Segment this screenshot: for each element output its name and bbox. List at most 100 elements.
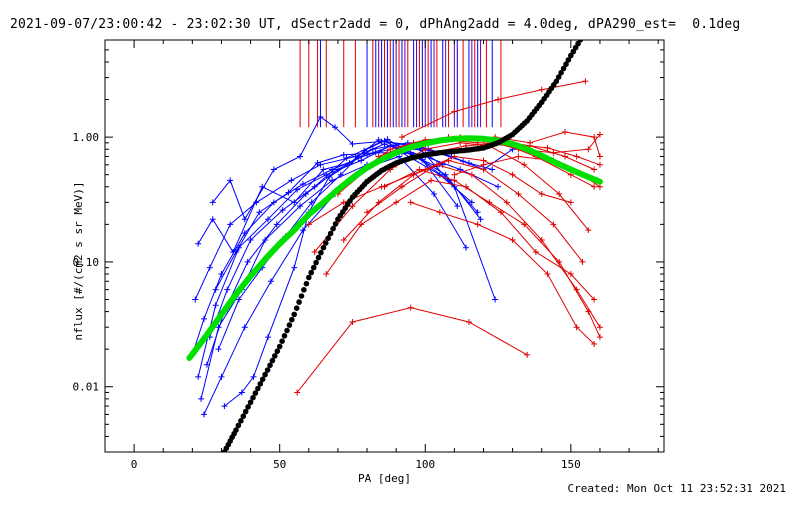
red-data-point (509, 236, 516, 243)
black-model-dot (330, 225, 336, 232)
blue-data-point (442, 171, 449, 178)
blue-data-point (192, 296, 199, 303)
black-model-dot (555, 74, 562, 80)
red-data-point (451, 171, 458, 178)
red-data-point (596, 153, 603, 160)
red-data-point (538, 236, 545, 243)
black-model-dot (320, 244, 327, 251)
black-model-dot (238, 418, 244, 424)
red-data-point (591, 134, 598, 141)
blue-data-point (468, 199, 475, 206)
red-data-point (358, 221, 365, 228)
blue-data-point (279, 207, 286, 214)
black-model-dot (553, 78, 560, 85)
red-data-point (451, 108, 458, 115)
blue-data-point (200, 411, 207, 418)
black-model-dot (289, 316, 295, 323)
blue-data-point (195, 373, 202, 380)
blue-data-point (241, 324, 248, 331)
blue-data-point (381, 138, 388, 145)
red-series-line (325, 179, 595, 300)
blue-data-point (454, 203, 461, 210)
black-model-dot (245, 404, 251, 410)
red-data-point (544, 144, 551, 151)
red-data-point (422, 146, 429, 153)
blue-data-point (195, 240, 202, 247)
red-data-point (451, 177, 458, 184)
red-data-point (364, 209, 371, 216)
red-data-point (556, 258, 563, 265)
red-data-point (445, 157, 452, 164)
black-model-dot (565, 57, 572, 63)
blue-data-point (267, 278, 274, 285)
blue-data-point (349, 141, 356, 148)
red-data-point (544, 271, 551, 278)
red-data-point (585, 227, 592, 234)
black-model-dot (250, 394, 256, 401)
red-data-point (416, 166, 423, 173)
x-axis-label: PA [deg] (358, 472, 411, 485)
red-data-point (521, 221, 528, 228)
blue-data-point (430, 191, 437, 198)
black-model-dot (240, 413, 247, 420)
blue-data-point (294, 186, 301, 193)
black-model-dot (247, 399, 254, 406)
red-series-line (384, 168, 601, 338)
blue-data-point (241, 216, 248, 223)
black-model-dot (279, 338, 285, 345)
red-data-point (550, 149, 557, 156)
red-data-point (582, 78, 589, 85)
blue-data-point (297, 203, 304, 210)
blue-data-point (463, 244, 470, 251)
blue-data-point (265, 334, 272, 341)
black-model-dot (323, 240, 329, 246)
red-data-point (585, 308, 592, 315)
blue-data-point (256, 209, 263, 216)
black-model-dot (332, 221, 339, 227)
red-data-point (527, 139, 534, 146)
black-model-dot (281, 333, 288, 339)
black-model-dot (252, 390, 259, 396)
blue-data-point (221, 403, 228, 410)
blue-data-point (212, 302, 219, 309)
red-data-point (567, 271, 574, 278)
blue-data-point (492, 296, 499, 303)
red-data-point (596, 131, 603, 138)
black-model-dot (284, 327, 290, 334)
black-model-dot (308, 269, 315, 276)
red-data-point (521, 161, 528, 168)
red-data-point (305, 221, 312, 228)
red-data-point (532, 249, 539, 256)
black-model-dot (303, 280, 310, 287)
y-tick-label: 1.00 (73, 131, 100, 144)
green-fit-curve (186, 135, 603, 361)
blue-data-point (215, 346, 222, 353)
blue-data-point (244, 258, 251, 265)
blue-data-point (477, 216, 484, 223)
blue-data-point (270, 166, 277, 173)
blue-series-line (215, 152, 481, 290)
blue-data-point (250, 373, 257, 380)
blue-data-point (355, 155, 362, 162)
blue-data-point (495, 183, 502, 190)
red-data-point (381, 183, 388, 190)
black-model-dot (296, 299, 302, 305)
red-data-point (585, 146, 592, 153)
red-data-point (387, 146, 394, 153)
black-model-dot (580, 33, 586, 39)
red-data-point (550, 221, 557, 228)
blue-data-point (227, 177, 234, 184)
red-data-point (451, 153, 458, 160)
red-data-point (495, 96, 502, 103)
blue-data-point (311, 183, 318, 190)
black-model-dot (286, 322, 293, 328)
blue-data-point (233, 249, 240, 256)
red-data-point (591, 166, 598, 173)
red-data-point (465, 319, 472, 326)
black-model-dot (301, 287, 307, 293)
blue-data-point (209, 199, 216, 206)
created-timestamp: Created: Mon Oct 11 23:52:31 2021 (567, 482, 786, 495)
y-tick-label: 0.01 (73, 381, 100, 394)
